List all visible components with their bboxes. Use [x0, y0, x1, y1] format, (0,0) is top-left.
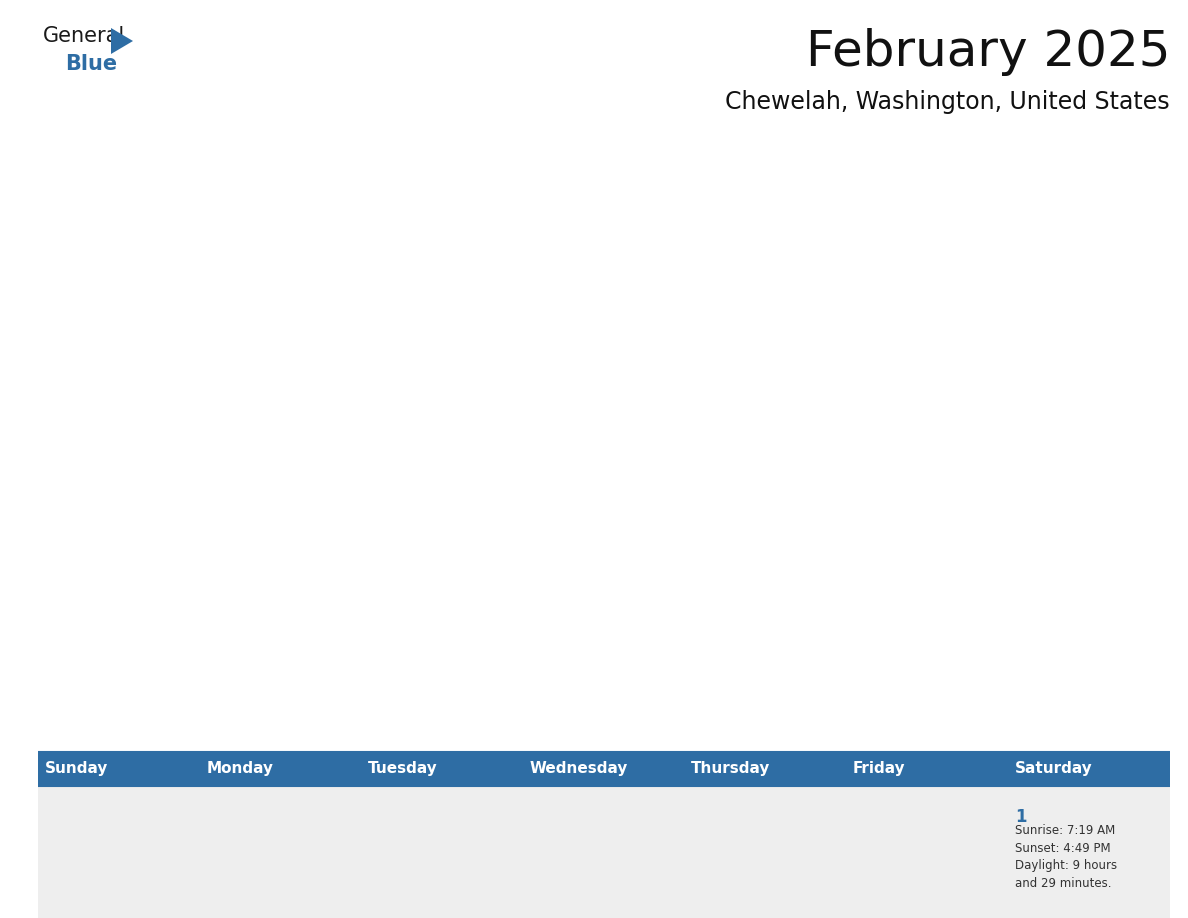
- Text: General: General: [43, 26, 125, 46]
- Text: Tuesday: Tuesday: [368, 762, 437, 777]
- Text: Sunrise: 7:19 AM
Sunset: 4:49 PM
Daylight: 9 hours
and 29 minutes.: Sunrise: 7:19 AM Sunset: 4:49 PM Dayligh…: [1015, 824, 1117, 890]
- Text: Friday: Friday: [853, 762, 905, 777]
- Text: Monday: Monday: [207, 762, 273, 777]
- Text: Blue: Blue: [65, 54, 118, 74]
- Text: Wednesday: Wednesday: [530, 762, 628, 777]
- Polygon shape: [110, 28, 133, 54]
- Text: February 2025: February 2025: [805, 28, 1170, 76]
- Bar: [38, 786, 1170, 918]
- Text: 1: 1: [1015, 809, 1026, 826]
- Text: Chewelah, Washington, United States: Chewelah, Washington, United States: [726, 90, 1170, 114]
- Text: Thursday: Thursday: [691, 762, 771, 777]
- Bar: [38, 752, 1170, 786]
- Text: Sunday: Sunday: [44, 762, 108, 777]
- Text: Saturday: Saturday: [1015, 762, 1093, 777]
